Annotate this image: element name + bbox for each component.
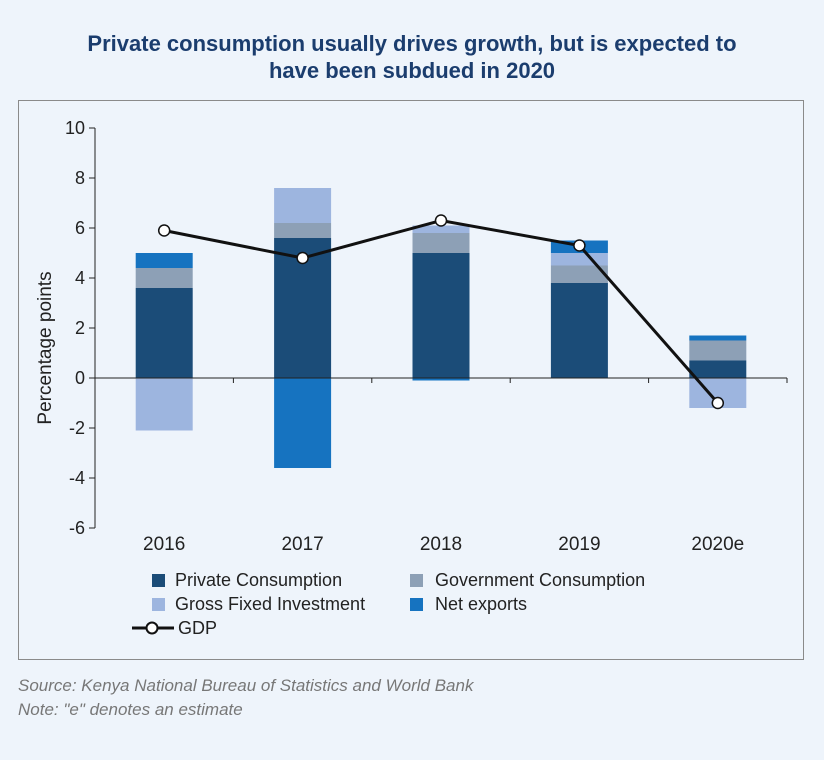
bar-government-consumption-2017 — [274, 223, 332, 238]
legend-label-government-consumption: Government Consumption — [435, 570, 646, 590]
y-tick-label: 10 — [65, 118, 85, 138]
legend-label-gdp: GDP — [178, 618, 218, 638]
bar-gross-fixed-investment-2018 — [412, 225, 470, 233]
legend-swatch-private-consumption — [152, 574, 165, 587]
bar-government-consumption-2019 — [550, 265, 608, 283]
chart-title-line-2: have been subdued in 2020 — [268, 58, 556, 83]
bar-gross-fixed-investment-2016 — [135, 378, 193, 431]
y-tick-label: 0 — [75, 368, 85, 388]
y-tick-label: -4 — [69, 468, 85, 488]
bar-net-exports-2017 — [274, 378, 332, 468]
gdp-point-2016 — [157, 224, 171, 237]
bar-net-exports-2020e — [689, 335, 747, 341]
x-tick-label-2016: 2016 — [143, 534, 185, 555]
bar-gross-fixed-investment-2017 — [274, 188, 332, 223]
gdp-point-2018 — [434, 214, 448, 227]
bar-government-consumption-2020e — [689, 340, 747, 361]
bar-private-consumption-2020e — [689, 360, 747, 378]
legend-label-private-consumption: Private Consumption — [175, 570, 343, 590]
x-tick-label-2017: 2017 — [281, 534, 323, 555]
gdp-point-2017 — [296, 251, 309, 265]
bar-gross-fixed-investment-2019 — [550, 253, 608, 266]
y-tick-label: 4 — [75, 268, 85, 288]
y-tick-label: 8 — [75, 168, 85, 188]
bar-private-consumption-2019 — [550, 283, 608, 378]
y-tick-label: 2 — [75, 318, 85, 338]
gdp-point-2020e — [711, 396, 725, 410]
y-tick-label: -2 — [69, 418, 85, 438]
bar-government-consumption-2018 — [412, 233, 470, 253]
bar-net-exports-2018 — [412, 378, 470, 381]
source-line: Source: Kenya National Bureau of Statist… — [18, 676, 474, 695]
x-tick-label-2019: 2019 — [558, 534, 600, 555]
source-note: Source: Kenya National Bureau of Statist… — [18, 674, 473, 722]
legend-swatch-gross-fixed-investment — [152, 598, 165, 611]
y-axis-title: Percentage points — [35, 271, 56, 424]
note-line: Note: "e" denotes an estimate — [18, 700, 243, 719]
chart-title: Private consumption usually drives growt… — [0, 30, 824, 84]
bar-private-consumption-2018 — [412, 253, 470, 378]
x-tick-label-2020e: 2020e — [691, 534, 744, 555]
legend-gdp-marker — [132, 621, 174, 635]
legend-label-net-exports: Net exports — [435, 594, 528, 614]
x-tick-label-2018: 2018 — [420, 534, 462, 555]
legend-swatch-government-consumption — [410, 574, 423, 587]
y-tick-label: -6 — [69, 518, 85, 538]
gdp-point-2019 — [573, 239, 586, 252]
legend-swatch-net-exports — [410, 598, 423, 611]
bar-government-consumption-2016 — [135, 268, 193, 288]
bar-private-consumption-2016 — [135, 288, 193, 378]
chart-title-line-1: Private consumption usually drives growt… — [87, 31, 737, 56]
bar-net-exports-2016 — [135, 253, 193, 268]
y-tick-label: 6 — [75, 218, 85, 238]
legend-label-gross-fixed-investment: Gross Fixed Investment — [175, 594, 366, 614]
